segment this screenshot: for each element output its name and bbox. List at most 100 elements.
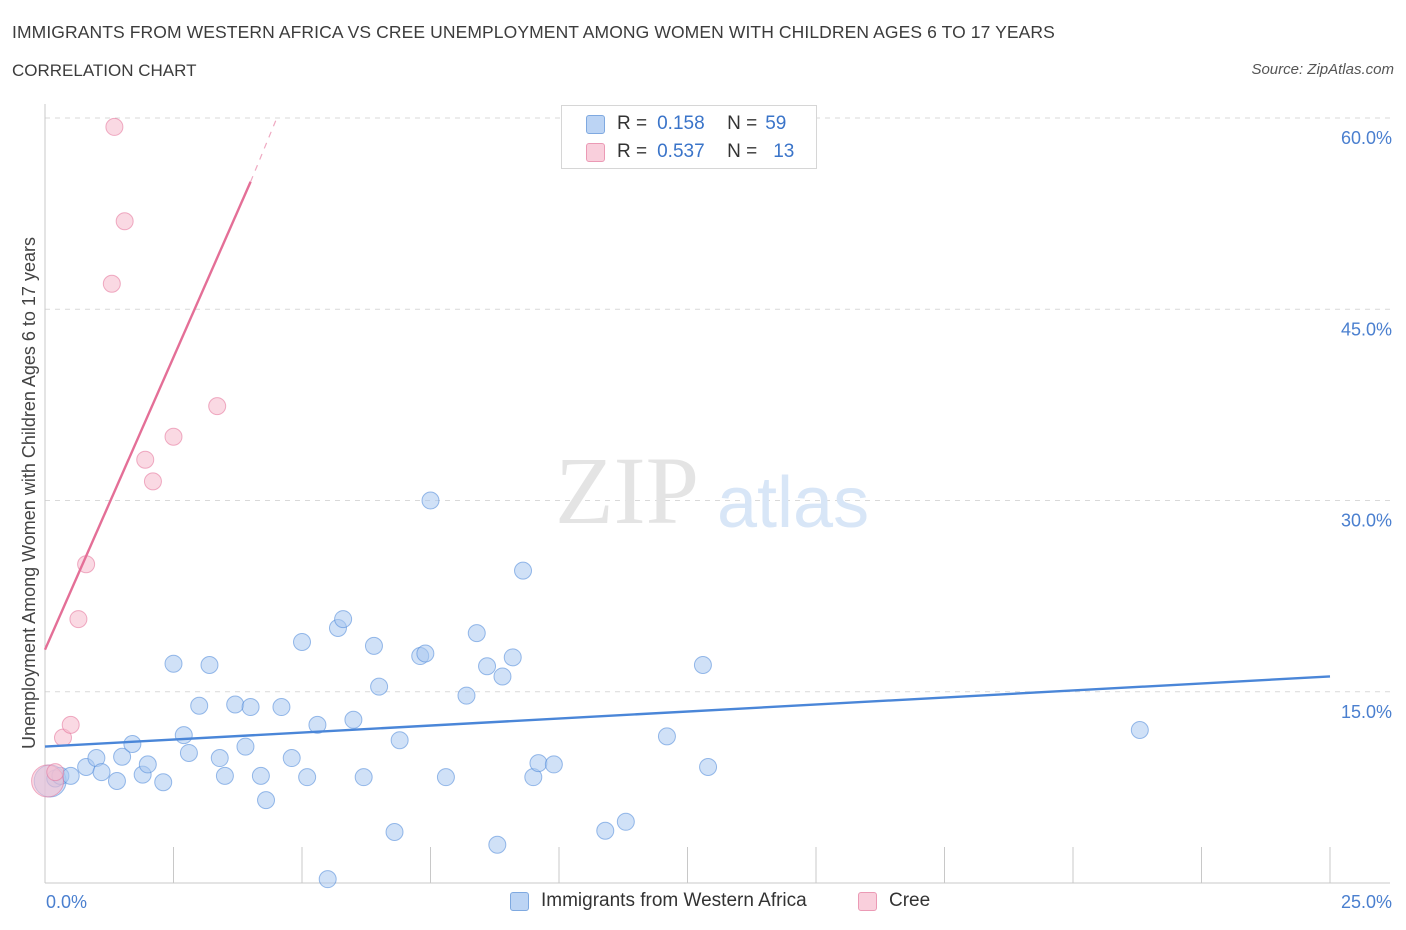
trend-line-cree <box>43 181 252 651</box>
point-western-africa <box>344 710 363 729</box>
legend-r-label: R = <box>617 113 648 134</box>
point-western-africa <box>478 657 497 676</box>
point-western-africa <box>241 698 260 717</box>
axes <box>44 104 1390 884</box>
legend-n-value: 59 <box>765 113 787 134</box>
legend-n-label: N = <box>727 141 758 162</box>
axis-labels: 15.0% 30.0% 45.0% 60.0% 0.0% 25.0% Unemploymen… <box>19 128 1392 912</box>
watermark: ZIP atlas <box>555 437 869 544</box>
legend-r-value: 0.158 <box>657 113 705 134</box>
y-tick-label: 15.0% <box>1341 702 1392 722</box>
point-western-africa <box>298 768 317 787</box>
legend-n-value: 13 <box>773 141 795 162</box>
point-western-africa <box>123 735 142 754</box>
legend-n-label: N = <box>727 113 758 134</box>
point-cree <box>105 117 124 136</box>
point-western-africa <box>61 766 80 785</box>
point-cree <box>143 472 162 491</box>
legend-r-label: R = <box>617 141 648 162</box>
legend-row-western-africa: R = 0.158 N = 59 <box>586 113 786 135</box>
point-western-africa <box>318 870 337 889</box>
series-label: Cree <box>889 890 931 911</box>
x-tick-label: 25.0% <box>1341 892 1392 912</box>
point-western-africa <box>113 747 132 766</box>
y-axis-title: Unemployment Among Women with Children A… <box>19 237 39 749</box>
point-western-africa <box>164 654 183 673</box>
point-western-africa <box>92 763 111 782</box>
point-western-africa <box>370 677 389 696</box>
watermark-zip: ZIP <box>555 437 699 544</box>
point-western-africa <box>107 772 126 790</box>
point-western-africa <box>138 755 157 774</box>
y-tick-label: 30.0% <box>1341 511 1392 531</box>
point-cree <box>208 397 227 416</box>
point-western-africa <box>467 624 486 643</box>
point-western-africa <box>236 737 255 756</box>
point-western-africa <box>210 749 229 768</box>
point-western-africa <box>544 755 563 774</box>
point-western-africa <box>251 766 270 785</box>
trend-lines <box>43 119 1331 748</box>
chart-title: IMMIGRANTS FROM WESTERN AFRICA VS CREE U… <box>12 22 1055 42</box>
gridlines <box>45 117 1390 693</box>
point-western-africa <box>200 655 219 674</box>
series-legend-cree: Cree <box>858 890 930 912</box>
point-western-africa <box>529 754 548 773</box>
point-western-africa <box>493 667 512 686</box>
trend-extension-cree <box>250 119 277 182</box>
point-western-africa <box>334 610 353 629</box>
data-points <box>31 117 1149 889</box>
point-western-africa <box>215 766 234 785</box>
point-western-africa <box>308 715 327 734</box>
legend-swatch-blue <box>586 114 605 134</box>
point-western-africa <box>596 821 615 840</box>
point-western-africa <box>354 768 373 787</box>
legend-swatch-pink <box>586 142 605 162</box>
point-western-africa <box>364 636 383 655</box>
point-western-africa <box>257 791 276 810</box>
point-western-africa <box>657 727 676 746</box>
point-western-africa <box>693 655 712 674</box>
legend-r-value: 0.537 <box>657 141 705 162</box>
y-tick-label: 45.0% <box>1341 319 1392 339</box>
point-western-africa <box>282 749 301 768</box>
point-western-africa <box>174 726 193 745</box>
point-western-africa <box>488 835 507 854</box>
point-western-africa <box>154 773 173 792</box>
y-tick-label: 60.0% <box>1341 128 1392 148</box>
correlation-legend: R = 0.158 N = 59 R = 0.537 N = 13 <box>561 105 817 169</box>
point-western-africa <box>699 757 718 776</box>
point-western-africa <box>514 561 533 580</box>
point-western-africa <box>390 731 409 750</box>
point-cree <box>115 212 134 231</box>
point-western-africa <box>179 743 198 762</box>
point-cree <box>61 715 80 734</box>
point-western-africa <box>421 491 440 510</box>
series-label: Immigrants from Western Africa <box>541 890 807 911</box>
point-western-africa <box>385 823 404 841</box>
chart-subtitle: CORRELATION CHART <box>12 61 197 80</box>
point-western-africa <box>436 768 455 787</box>
point-cree <box>102 274 121 293</box>
trend-line-western-africa <box>44 675 1331 748</box>
point-cree <box>46 763 65 782</box>
point-western-africa <box>503 648 522 667</box>
watermark-atlas: atlas <box>717 463 869 543</box>
point-western-africa <box>457 686 476 705</box>
point-western-africa <box>272 698 291 717</box>
point-western-africa <box>1130 721 1149 739</box>
point-western-africa <box>416 644 435 663</box>
legend-row-cree: R = 0.537 N = 13 <box>586 141 794 163</box>
series-legend-western-africa: Immigrants from Western Africa <box>510 890 807 912</box>
point-western-africa <box>616 812 635 831</box>
x-tick-label: 0.0% <box>46 892 87 912</box>
point-western-africa <box>226 695 245 714</box>
series-swatch-pink <box>858 891 877 911</box>
point-cree <box>69 610 88 629</box>
point-cree <box>164 427 183 446</box>
point-western-africa <box>190 696 209 715</box>
series-swatch-blue <box>510 891 529 911</box>
point-cree <box>136 450 155 469</box>
point-western-africa <box>293 633 311 652</box>
